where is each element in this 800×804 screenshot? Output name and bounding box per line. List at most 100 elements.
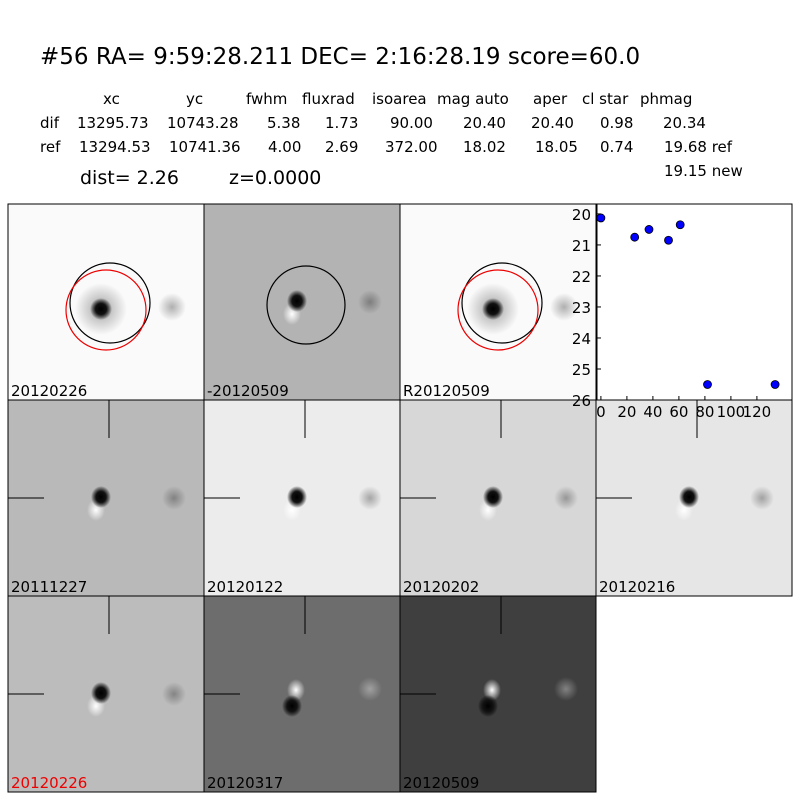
- column-header: fluxrad: [302, 90, 355, 108]
- cell: 2.69: [325, 138, 358, 156]
- neighbor: [162, 486, 186, 510]
- column-header: aper: [533, 90, 568, 108]
- cell: 18.02: [463, 138, 506, 156]
- core: [91, 682, 111, 704]
- neighbor: [358, 677, 382, 701]
- x-tick-label: 100: [717, 403, 746, 421]
- cell: 13295.73: [77, 114, 149, 132]
- thumbnail: -20120509: [203, 203, 401, 401]
- y-tick-label: 20: [572, 206, 591, 224]
- panel-label: 20120226: [11, 774, 87, 792]
- y-tick-label: 24: [572, 330, 591, 348]
- neighbor: [554, 677, 578, 701]
- column-header: mag auto: [437, 90, 509, 108]
- point: [675, 220, 685, 230]
- plot-area: [596, 203, 793, 401]
- cell: 19.68 ref: [664, 138, 733, 156]
- neighbor: [358, 486, 382, 510]
- redshift: z=0.0000: [229, 167, 321, 189]
- core: [287, 290, 307, 312]
- thumbnail: 20120122: [203, 399, 401, 597]
- cell: 5.38: [267, 114, 300, 132]
- panel-label: -20120509: [207, 382, 289, 400]
- dist: dist= 2.26: [80, 167, 179, 189]
- cell: 10743.28: [167, 114, 239, 132]
- table: xc yc fwhm fluxrad isoarea mag auto aper cl sta…: [40, 90, 733, 156]
- y-tick-label: 26: [572, 392, 591, 410]
- core: [91, 486, 111, 508]
- cell: 18.05: [535, 138, 578, 156]
- thumbnail: 20120226: [7, 595, 205, 793]
- thumbnail: 20120226: [7, 203, 205, 401]
- thumbnail: R20120509: [399, 203, 597, 401]
- core: [679, 486, 699, 508]
- point: [644, 225, 654, 234]
- star: [90, 298, 112, 320]
- panel-label: R20120509: [403, 382, 490, 400]
- column-header: fwhm: [246, 90, 287, 108]
- neighbor: [162, 682, 186, 706]
- neighbor: [358, 290, 382, 314]
- column-header: isoarea: [372, 90, 427, 108]
- panel-label: 20120122: [207, 578, 283, 596]
- x-tick-label: 80: [695, 403, 714, 421]
- cell: 0.98: [600, 114, 633, 132]
- thumbnail: 20120317: [203, 595, 401, 793]
- neighbor: [550, 293, 578, 321]
- y-tick-label: 23: [572, 299, 591, 317]
- cell: 90.00: [390, 114, 433, 132]
- x-tick-label: 40: [643, 403, 662, 421]
- cell: 20.34: [663, 114, 706, 132]
- core: [478, 695, 498, 717]
- cell: 13294.53: [79, 138, 151, 156]
- y-tick-label: 21: [572, 237, 591, 255]
- aperture: [69, 262, 151, 344]
- aperture: [461, 262, 543, 344]
- point: [770, 380, 780, 389]
- thumbnail: 20111227: [7, 399, 205, 597]
- column-header: yc: [186, 90, 203, 108]
- aperture-ref: [457, 269, 539, 351]
- panel-label: 20120226: [11, 382, 87, 400]
- core: [287, 486, 307, 508]
- core: [282, 695, 302, 717]
- point: [630, 232, 640, 242]
- thumbnail: 20120509: [399, 595, 597, 793]
- panel-label: 20120317: [207, 774, 283, 792]
- point: [703, 380, 712, 389]
- panel-label: 20120216: [599, 578, 675, 596]
- y-tick-label: 25: [572, 361, 591, 379]
- cell: dif: [40, 114, 60, 132]
- cell: 372.00: [385, 138, 438, 156]
- x-tick-label: 0: [596, 403, 606, 421]
- neighbor: [554, 486, 578, 510]
- panel-label: 20120509: [403, 774, 479, 792]
- x-tick-label: 60: [669, 403, 688, 421]
- panel-label: 20120202: [403, 578, 479, 596]
- x-tick-label: 20: [617, 403, 636, 421]
- cell: 1.73: [325, 114, 358, 132]
- cell: 20.40: [463, 114, 506, 132]
- panel-label: 20111227: [11, 578, 87, 596]
- star: [482, 298, 504, 320]
- neighbor: [158, 293, 186, 321]
- column-header: cl star: [582, 90, 629, 108]
- title: #56 RA= 9:59:28.211 DEC= 2:16:28.19 scor…: [40, 44, 640, 70]
- cell: 20.40: [531, 114, 574, 132]
- y-tick-label: 22: [572, 268, 591, 286]
- x-tick-label: 120: [743, 403, 772, 421]
- thumbnail: 20120216: [595, 399, 793, 597]
- cell: 10741.36: [169, 138, 241, 156]
- column-header: phmag: [640, 90, 692, 108]
- column-header: xc: [103, 90, 120, 108]
- thumbnail: 20120202: [399, 399, 597, 597]
- cell: 4.00: [268, 138, 301, 156]
- aperture: [266, 265, 346, 345]
- aperture-ref: [65, 269, 147, 351]
- cell: ref: [40, 138, 61, 156]
- neighbor: [750, 486, 774, 510]
- cell: 0.74: [600, 138, 633, 156]
